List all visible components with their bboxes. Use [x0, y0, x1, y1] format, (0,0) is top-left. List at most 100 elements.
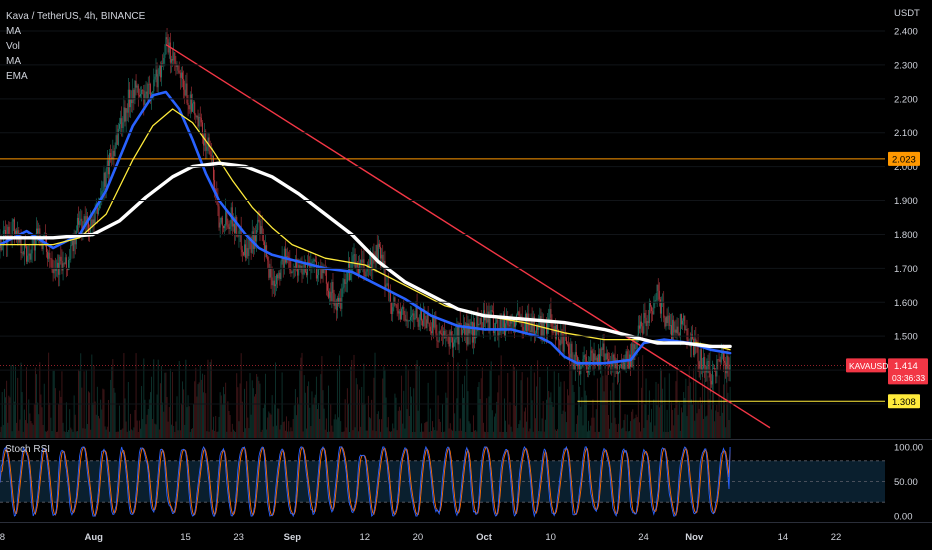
candle-body [655, 300, 657, 301]
candle-body [240, 226, 242, 250]
volume-bar [190, 428, 192, 438]
symbol-title[interactable]: Kava / TetherUS, 4h, BINANCE [6, 11, 146, 22]
candle-body [434, 315, 436, 328]
x-tick-label: 15 [180, 532, 191, 543]
stoch-rsi-label[interactable]: Stoch RSI [5, 444, 51, 455]
volume-bar [31, 423, 33, 438]
volume-bar [647, 414, 649, 438]
volume-bar [550, 392, 552, 438]
volume-bar [333, 419, 335, 438]
volume-bar [651, 408, 653, 438]
volume-bar [221, 404, 223, 438]
volume-bar [437, 395, 439, 438]
candle-body [120, 118, 122, 125]
candle-body [409, 316, 411, 321]
candle-body [714, 368, 716, 371]
candle-body [174, 52, 176, 64]
volume-bar [142, 419, 144, 438]
candle-body [245, 244, 247, 258]
candle-body [63, 263, 65, 265]
candle-body [423, 313, 425, 326]
candle-body [14, 230, 16, 234]
volume-bar [12, 364, 14, 438]
volume-bar [631, 411, 633, 438]
volume-bar [307, 386, 308, 438]
volume-bar [24, 420, 26, 438]
indicator-ema[interactable]: EMA [6, 71, 28, 82]
candle-body [368, 264, 370, 267]
indicator-ma-2[interactable]: MA [6, 56, 21, 67]
candle-body [203, 134, 205, 146]
volume-bar [16, 422, 18, 438]
candle-body [277, 274, 279, 279]
stoch-d-line [0, 446, 731, 517]
volume-bar [617, 423, 619, 438]
candle-body [54, 268, 56, 271]
volume-bar [296, 415, 297, 438]
candle-body [490, 310, 492, 318]
candle-body [111, 156, 113, 159]
volume-bar [488, 396, 490, 438]
volume-bar [226, 431, 228, 438]
volume-bar [189, 431, 191, 438]
candle-body [717, 359, 719, 360]
volume-bar [693, 368, 695, 438]
candle-body [363, 259, 365, 276]
level-tag [888, 394, 920, 409]
x-tick-label: 18 [0, 532, 5, 543]
candle-body [256, 229, 258, 242]
volume-bar [346, 388, 348, 438]
volume-bar [46, 431, 47, 438]
volume-bar [284, 430, 286, 438]
volume-bar [356, 384, 358, 438]
indicator-ma-1[interactable]: MA [6, 26, 21, 37]
volume-bar [300, 357, 302, 438]
candle-body [667, 315, 669, 324]
candle-body [510, 320, 512, 324]
volume-bar [558, 372, 560, 438]
volume-bar [551, 402, 553, 438]
candle-body [328, 290, 330, 298]
level-tag [888, 151, 920, 166]
candle-body [290, 270, 292, 274]
volume-bar [449, 423, 451, 438]
volume-bar [92, 402, 94, 438]
volume-bar [683, 392, 685, 438]
volume-bar [161, 366, 162, 438]
volume-bar [366, 430, 368, 438]
candle-body [96, 206, 98, 214]
candle-body [350, 274, 352, 281]
volume-bar [248, 428, 250, 438]
candle-body [139, 94, 141, 97]
volume-bar [265, 373, 266, 438]
volume-bar [521, 372, 523, 438]
volume-bar [461, 384, 463, 438]
volume-bar [425, 421, 427, 438]
volume-bar [584, 390, 586, 438]
volume-bar [110, 379, 112, 438]
volume-bar [178, 360, 180, 438]
candle-body [553, 326, 555, 333]
volume-bar [282, 421, 284, 438]
candle-body [435, 315, 437, 334]
volume-bar [540, 431, 542, 438]
volume-bar [546, 399, 547, 438]
candle-body [301, 265, 303, 275]
volume-bar [580, 406, 582, 438]
volume-bar [648, 390, 650, 438]
volume-bar [716, 404, 718, 438]
volume-bar [302, 431, 304, 438]
indicator-vol[interactable]: Vol [6, 41, 20, 52]
volume-bar [237, 387, 239, 438]
candle-body [226, 210, 228, 225]
candle-body [291, 272, 293, 274]
volume-bar [252, 388, 254, 438]
volume-bar [5, 397, 6, 438]
volume-bar [93, 365, 95, 438]
volume-bar [641, 387, 643, 438]
candle-body [653, 301, 655, 315]
volume-bar [388, 431, 390, 438]
candle-body [512, 320, 514, 322]
volume-bar [515, 405, 516, 438]
